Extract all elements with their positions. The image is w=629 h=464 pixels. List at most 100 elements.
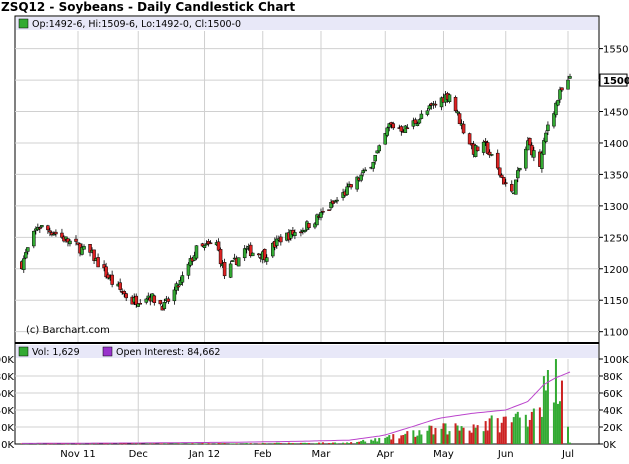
- candle: [405, 124, 410, 130]
- volume-bar: [229, 443, 232, 445]
- candle: [80, 243, 84, 256]
- candle: [138, 299, 143, 305]
- volume-bar: [456, 425, 459, 444]
- volume-bar: [64, 443, 67, 445]
- volume-bar: [560, 380, 563, 444]
- volume-bar: [151, 443, 154, 444]
- candle: [172, 286, 177, 305]
- volume-bar: [344, 443, 347, 444]
- candle: [202, 244, 207, 251]
- candle: [487, 149, 492, 158]
- volume-bar: [406, 431, 409, 444]
- volume-bar: [544, 390, 547, 444]
- candles: [20, 73, 572, 311]
- volume-bar: [153, 443, 156, 444]
- candle: [299, 229, 303, 237]
- candle: [399, 125, 404, 136]
- candle: [313, 221, 317, 230]
- volume-bar: [265, 443, 268, 444]
- candle: [524, 146, 528, 171]
- candle: [355, 175, 359, 192]
- volume-bar: [189, 443, 192, 445]
- candle: [50, 231, 54, 237]
- volume-bar: [66, 443, 69, 445]
- volume-bar: [46, 443, 49, 445]
- candle: [433, 100, 438, 108]
- candle: [457, 111, 462, 125]
- volume-bar: [173, 443, 176, 444]
- volume-bar: [93, 443, 96, 444]
- volume-bar: [217, 443, 220, 444]
- price-y-tick-label: 1350: [603, 170, 628, 181]
- volume-bar: [332, 442, 335, 444]
- volume-bar: [378, 437, 381, 444]
- candle: [528, 137, 532, 146]
- volume-bar: [317, 442, 320, 444]
- volume-bar: [526, 426, 529, 444]
- volume-bar: [177, 443, 180, 444]
- volume-bar: [125, 443, 128, 445]
- volume-bar: [131, 443, 134, 444]
- candle: [92, 249, 96, 265]
- candle: [335, 197, 339, 204]
- volume-bar: [530, 411, 533, 444]
- candle: [417, 118, 422, 125]
- candle: [447, 93, 452, 104]
- volume-bar: [418, 430, 421, 444]
- candle: [489, 154, 494, 157]
- volume-y-tick-label-left: 100K: [0, 355, 14, 366]
- volume-bar: [205, 443, 208, 445]
- volume-y-tick-label-right: 100K: [603, 355, 629, 366]
- candle: [361, 168, 365, 177]
- volume-bar: [223, 443, 226, 444]
- volume-bar: [123, 443, 126, 445]
- candle: [236, 257, 241, 267]
- volume-bar: [247, 443, 250, 445]
- open-interest-line: [21, 371, 571, 444]
- candle: [383, 133, 388, 145]
- candle: [387, 122, 392, 132]
- candle: [345, 182, 349, 196]
- volume-y-tick-label-right: 40K: [603, 406, 623, 417]
- volume-bar: [259, 443, 262, 445]
- volume-bar: [500, 422, 503, 444]
- candle: [552, 111, 556, 129]
- volume-bar: [342, 442, 345, 444]
- volume-bar: [358, 441, 361, 444]
- candle: [144, 297, 149, 305]
- candle: [293, 229, 297, 240]
- candle: [60, 228, 64, 240]
- volume-bar: [193, 443, 196, 445]
- volume-bar: [388, 435, 391, 444]
- volume-bar: [161, 443, 164, 445]
- x-tick-label: May: [433, 449, 454, 460]
- candle: [385, 126, 390, 138]
- volume-bar: [486, 430, 489, 444]
- volume-bar: [195, 443, 198, 445]
- volume-bar: [303, 442, 306, 444]
- candle: [542, 137, 546, 155]
- candle: [497, 167, 502, 178]
- candle: [64, 236, 68, 243]
- volume-bar: [245, 443, 248, 444]
- volume-bar: [554, 359, 557, 444]
- volume-bar: [474, 427, 477, 444]
- candle: [315, 213, 319, 226]
- x-tick-label: Apr: [377, 449, 395, 460]
- volume-bar: [237, 443, 240, 445]
- candle: [303, 229, 307, 234]
- volume-bar: [279, 443, 282, 444]
- volume-bar: [215, 443, 218, 445]
- volume-bar: [271, 443, 274, 444]
- candle: [373, 154, 377, 165]
- candle: [110, 270, 114, 288]
- candle: [307, 223, 311, 230]
- candle: [349, 184, 353, 190]
- x-tick-label: Jun: [497, 449, 514, 460]
- volume-bar: [313, 443, 316, 444]
- volume-bar: [103, 443, 106, 445]
- candle: [499, 173, 504, 179]
- volume-bar: [364, 441, 367, 444]
- volume-bar: [442, 423, 445, 444]
